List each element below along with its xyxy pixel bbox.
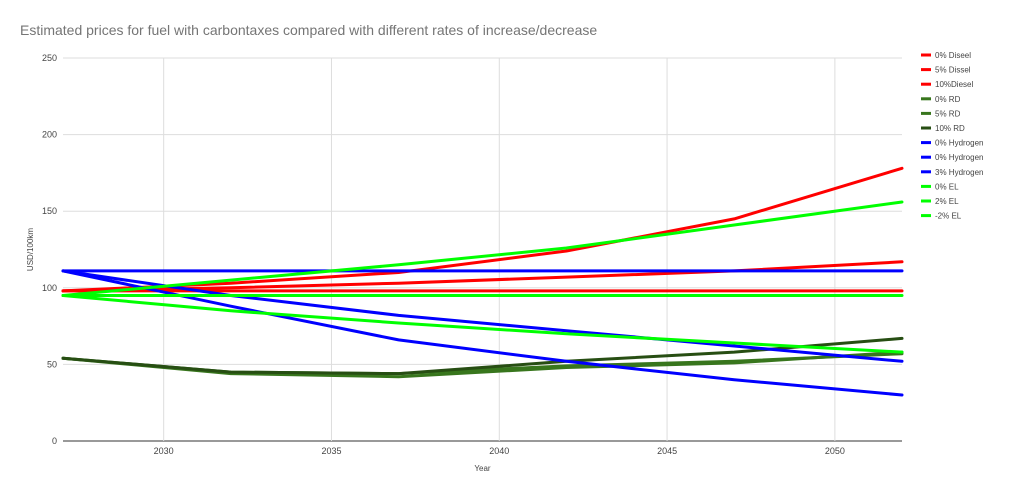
y-axis-title: USD/100km — [26, 228, 35, 271]
legend-swatch — [921, 214, 931, 218]
series-line-6 — [61, 336, 904, 376]
legend-swatch — [921, 170, 931, 174]
x-tick-label: 2030 — [154, 446, 174, 456]
legend-label: 0% Hydrogen — [935, 139, 983, 148]
legend-label: 0% EL — [935, 182, 959, 191]
legend-item: 0% EL — [921, 182, 959, 191]
legend-item: 3% Hydrogen — [921, 168, 983, 177]
legend-swatch — [921, 141, 931, 145]
series-line-2 — [61, 260, 904, 293]
legend: 0% Diseel 5% Dissel 10%Diesel 0% RD 5% RD 10%… — [921, 51, 983, 221]
legend-item: 5% RD — [921, 109, 961, 118]
legend-label: 0% Diseel — [935, 51, 971, 60]
chart-title: Estimated prices for fuel with carbontax… — [20, 22, 598, 38]
series-line-9 — [61, 269, 904, 397]
legend-item: 10%Diesel — [921, 80, 973, 89]
legend-swatch — [921, 155, 931, 159]
legend-item: 0% Diseel — [921, 51, 971, 60]
y-tick-label: 250 — [42, 53, 57, 63]
legend-swatch — [921, 68, 931, 72]
axes: 0 50 100 150 200 250 2030 2035 2040 2045 2050 Year U… — [26, 53, 845, 473]
legend-item: 5% Dissel — [921, 66, 971, 75]
legend-item: 0% Hydrogen — [921, 153, 983, 162]
legend-swatch — [921, 53, 931, 57]
x-tick-label: 2035 — [321, 446, 341, 456]
legend-swatch — [921, 184, 931, 188]
x-tick-label: 2045 — [657, 446, 677, 456]
x-tick-label: 2050 — [825, 446, 845, 456]
legend-item: -2% EL — [921, 212, 962, 221]
series-line-8 — [61, 269, 904, 363]
legend-item: 0% Hydrogen — [921, 139, 983, 148]
legend-label: 10%Diesel — [935, 80, 973, 89]
legend-label: -2% EL — [935, 212, 962, 221]
legend-label: 0% RD — [935, 95, 961, 104]
x-axis-title: Year — [474, 464, 491, 473]
legend-label: 2% EL — [935, 197, 959, 206]
y-tick-label: 0 — [52, 436, 57, 446]
series-line-11 — [61, 200, 904, 297]
legend-swatch — [921, 199, 931, 203]
legend-item: 0% RD — [921, 95, 961, 104]
y-tick-label: 100 — [42, 283, 57, 293]
x-tick-label: 2040 — [489, 446, 509, 456]
legend-swatch — [921, 82, 931, 86]
legend-swatch — [921, 126, 931, 130]
legend-swatch — [921, 111, 931, 115]
series-line-3 — [61, 166, 904, 293]
legend-label: 5% Dissel — [935, 66, 971, 75]
y-tick-label: 150 — [42, 206, 57, 216]
legend-item: 2% EL — [921, 197, 959, 206]
series-line-12 — [61, 294, 904, 354]
legend-item: 10% RD — [921, 124, 965, 133]
legend-label: 0% Hydrogen — [935, 153, 983, 162]
legend-label: 5% RD — [935, 109, 961, 118]
legend-label: 3% Hydrogen — [935, 168, 983, 177]
y-tick-label: 50 — [47, 359, 57, 369]
y-tick-label: 200 — [42, 130, 57, 140]
series-lines — [61, 166, 904, 397]
legend-label: 10% RD — [935, 124, 965, 133]
legend-swatch — [921, 97, 931, 101]
